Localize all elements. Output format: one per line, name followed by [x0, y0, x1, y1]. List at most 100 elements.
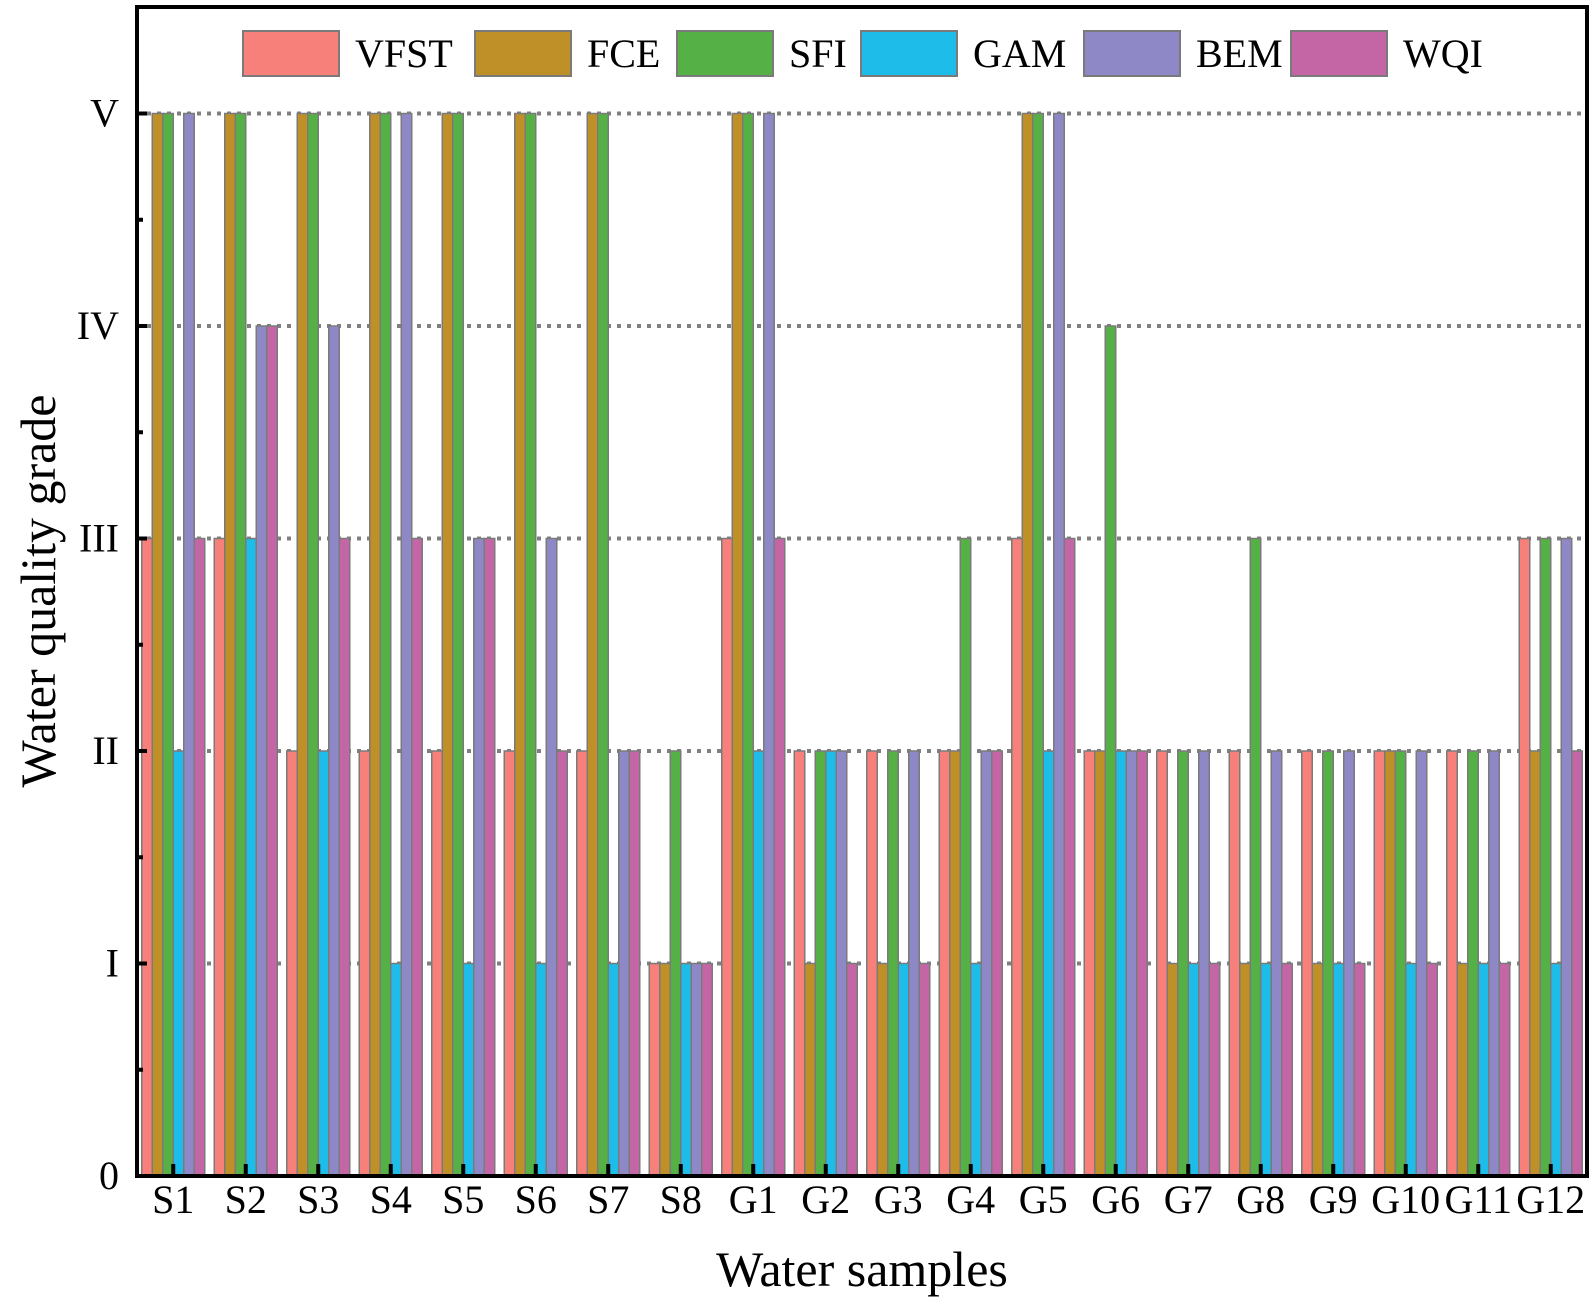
bar-fce-g5 — [1021, 112, 1034, 1177]
bar-sfi-g2 — [814, 750, 827, 1177]
bar-wqi-s4 — [411, 537, 423, 1177]
bar-sfi-g8 — [1249, 537, 1262, 1177]
bar-vfst-g11 — [1446, 750, 1458, 1177]
bar-gam-s8 — [680, 962, 692, 1177]
bar-sfi-s7 — [597, 112, 609, 1177]
bar-fce-s5 — [441, 112, 454, 1177]
bar-fce-g2 — [804, 962, 816, 1177]
bar-wqi-g7 — [1208, 962, 1221, 1177]
bars — [141, 112, 1583, 1177]
bar-wqi-g3 — [918, 962, 931, 1177]
bar-gam-g7 — [1187, 962, 1200, 1177]
x-tick-label: G7 — [1164, 1177, 1213, 1222]
bar-bem-s2 — [255, 325, 268, 1177]
legend-label-gam: GAM — [973, 31, 1066, 76]
plot-frame — [135, 5, 1589, 1178]
bar-fce-g7 — [1166, 962, 1179, 1177]
bar-fce-s4 — [369, 112, 381, 1177]
bar-vfst-g6 — [1083, 750, 1096, 1177]
x-tick-label: G4 — [946, 1177, 995, 1222]
bar-gam-g8 — [1260, 962, 1272, 1177]
x-tick-label: G9 — [1309, 1177, 1358, 1222]
x-tick-label: G6 — [1091, 1177, 1140, 1222]
bar-gam-s5 — [462, 962, 475, 1177]
bar-vfst-g5 — [1011, 537, 1023, 1177]
bar-wqi-s2 — [266, 325, 278, 1177]
bar-fce-g8 — [1239, 962, 1251, 1177]
x-tick-label: S6 — [515, 1177, 557, 1222]
legend-label-sfi: SFI — [789, 31, 847, 76]
bar-gam-g4 — [970, 962, 982, 1177]
bar-fce-s1 — [151, 112, 164, 1177]
y-tick-label: IV — [77, 303, 119, 348]
x-tick-label: G12 — [1516, 1177, 1585, 1222]
x-tick-label: S8 — [660, 1177, 702, 1222]
bar-sfi-g9 — [1322, 750, 1334, 1177]
legend-label-fce: FCE — [587, 31, 660, 76]
bar-vfst-g10 — [1373, 750, 1386, 1177]
bar-vfst-s4 — [358, 750, 371, 1177]
bar-vfst-g7 — [1156, 750, 1168, 1177]
x-tick-label: G3 — [874, 1177, 923, 1222]
bar-sfi-g3 — [887, 750, 899, 1177]
x-tick-label: G5 — [1019, 1177, 1068, 1222]
bar-sfi-g11 — [1467, 750, 1479, 1177]
legend-swatch-wqi — [1290, 30, 1388, 77]
bar-gam-s2 — [245, 537, 257, 1177]
bar-vfst-g12 — [1518, 537, 1531, 1177]
bar-gam-s1 — [172, 750, 185, 1177]
bar-gam-g9 — [1332, 962, 1345, 1177]
bar-vfst-g4 — [938, 750, 951, 1177]
x-tick-label: S4 — [370, 1177, 412, 1222]
bar-bem-g12 — [1560, 537, 1573, 1177]
bar-sfi-s8 — [669, 750, 682, 1177]
bar-sfi-g4 — [959, 537, 972, 1177]
bar-fce-s6 — [514, 112, 526, 1177]
x-tick-label: G2 — [801, 1177, 850, 1222]
x-tick-label: G11 — [1445, 1177, 1512, 1222]
bar-sfi-g10 — [1394, 750, 1407, 1177]
bar-wqi-g5 — [1063, 537, 1076, 1177]
bar-vfst-s8 — [648, 962, 661, 1177]
bar-fce-g6 — [1094, 750, 1106, 1177]
bar-sfi-s4 — [379, 112, 392, 1177]
bar-gam-g5 — [1042, 750, 1055, 1177]
legend-label-bem: BEM — [1196, 31, 1283, 76]
x-tick-label: S1 — [152, 1177, 194, 1222]
bar-gam-g3 — [897, 962, 910, 1177]
bar-vfst-s1 — [141, 537, 153, 1177]
bar-wqi-s3 — [338, 537, 351, 1177]
bar-fce-g12 — [1529, 750, 1541, 1177]
legend-swatch-bem — [1083, 30, 1181, 77]
bar-bem-g1 — [763, 112, 775, 1177]
bar-wqi-s6 — [556, 750, 568, 1177]
legend-label-wqi: WQI — [1403, 31, 1483, 76]
bar-gam-g10 — [1405, 962, 1417, 1177]
bar-vfst-g1 — [721, 537, 733, 1177]
bar-fce-s2 — [224, 112, 236, 1177]
bar-bem-g4 — [980, 750, 993, 1177]
legend-swatch-fce — [474, 30, 572, 77]
x-tick-label: S5 — [442, 1177, 484, 1222]
x-tick-label: S3 — [297, 1177, 339, 1222]
bar-wqi-g10 — [1426, 962, 1438, 1177]
y-tick-label: V — [90, 91, 119, 136]
bar-vfst-g8 — [1228, 750, 1241, 1177]
bar-bem-s4 — [400, 112, 413, 1177]
bar-bem-s6 — [545, 537, 558, 1177]
bar-bem-g2 — [835, 750, 848, 1177]
bar-gam-g11 — [1477, 962, 1490, 1177]
bar-gam-s6 — [535, 962, 547, 1177]
bar-fce-g1 — [731, 112, 744, 1177]
bar-bem-s8 — [690, 962, 703, 1177]
bar-fce-s3 — [296, 112, 309, 1177]
bar-bem-g9 — [1343, 750, 1355, 1177]
y-tick-label: 0 — [99, 1153, 119, 1198]
bar-fce-g3 — [876, 962, 889, 1177]
bar-wqi-g11 — [1498, 962, 1511, 1177]
bar-vfst-g3 — [866, 750, 878, 1177]
legend: VFST FCE SFI GAM BEM WQI — [242, 30, 1483, 77]
bar-wqi-g12 — [1571, 750, 1583, 1177]
